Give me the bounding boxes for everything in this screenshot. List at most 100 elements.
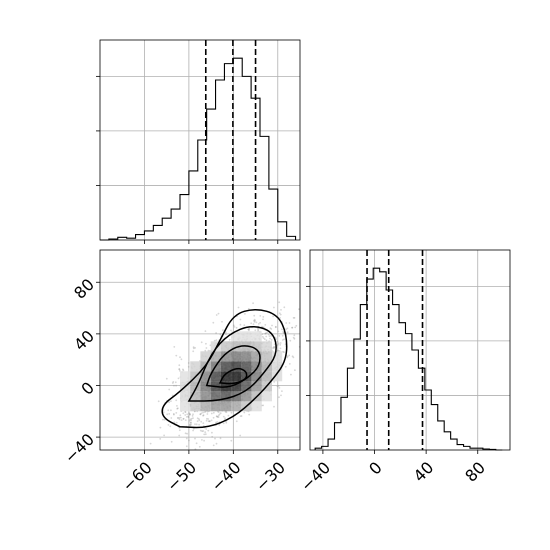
scatter-point [288, 354, 291, 357]
scatter-point [262, 337, 265, 339]
scatter-point [174, 381, 177, 384]
scatter-point [240, 415, 243, 417]
scatter-point [273, 405, 275, 408]
density-cell [251, 331, 262, 342]
scatter-point [222, 415, 225, 418]
scatter-point [206, 413, 209, 415]
scatter-point [294, 369, 296, 372]
scatter-point [180, 416, 182, 419]
scatter-point [235, 420, 238, 423]
density-cell [220, 371, 232, 382]
scatter-point [178, 364, 181, 367]
scatter-point [228, 338, 231, 341]
scatter-point [264, 324, 267, 326]
scatter-point [239, 434, 242, 437]
scatter-point [222, 329, 224, 331]
scatter-point [243, 411, 246, 414]
scatter-point [205, 342, 207, 345]
scatter-point [278, 396, 280, 399]
scatter-point [247, 328, 250, 331]
scatter-point [274, 325, 277, 328]
scatter-point [233, 326, 236, 328]
scatter-point [286, 356, 289, 359]
scatter-point [180, 358, 183, 361]
scatter-point [182, 368, 184, 371]
scatter-point [252, 302, 255, 305]
scatter-point [248, 328, 250, 331]
scatter-point [248, 413, 251, 416]
scatter-point [225, 333, 227, 336]
scatter-point [270, 334, 273, 337]
scatter-point [159, 426, 162, 429]
scatter-point [182, 418, 185, 420]
scatter-point [232, 324, 235, 327]
scatter-point [204, 431, 207, 433]
scatter-point [288, 322, 291, 324]
scatter-point [269, 337, 271, 340]
scatter-point [185, 416, 188, 418]
scatter-point [254, 319, 256, 322]
scatter-point [278, 387, 281, 389]
scatter-point [201, 439, 203, 441]
scatter-point [291, 355, 294, 358]
scatter-point [209, 420, 211, 423]
scatter-point [187, 415, 190, 418]
scatter-point [283, 306, 286, 309]
scatter-point [187, 416, 190, 419]
scatter-point [286, 355, 289, 358]
scatter-point [167, 424, 170, 426]
scatter-point [170, 400, 172, 402]
scatter-point [165, 377, 168, 380]
scatter-point [163, 434, 166, 437]
scatter-point [257, 323, 260, 325]
scatter-point [280, 394, 282, 397]
scatter-point [207, 420, 210, 423]
scatter-point [171, 394, 174, 397]
scatter-point [254, 329, 257, 332]
scatter-point [170, 409, 172, 412]
scatter-point [189, 418, 192, 421]
scatter-point [261, 335, 264, 338]
scatter-point [188, 412, 190, 414]
scatter-point [288, 363, 291, 365]
scatter-point [162, 418, 164, 421]
density-cell [210, 401, 221, 412]
scatter-point [184, 414, 187, 416]
scatter-point [250, 322, 253, 325]
scatter-point [192, 413, 194, 416]
scatter-point [176, 417, 179, 419]
scatter-point [175, 421, 178, 424]
scatter-point [281, 328, 283, 331]
density-cell [200, 401, 211, 412]
density-cell [231, 391, 242, 402]
scatter-point [266, 331, 268, 334]
scatter-point [271, 324, 273, 327]
scatter-point [265, 335, 268, 338]
scatter-point [217, 411, 220, 413]
contour-level-2 [187, 325, 277, 402]
scatter-point [274, 326, 277, 329]
density-cell [241, 361, 252, 372]
scatter-point [198, 445, 201, 448]
scatter-point [281, 334, 284, 337]
scatter-point [247, 308, 250, 310]
density-cell [220, 361, 232, 372]
scatter-point [203, 433, 206, 436]
scatter-point [215, 339, 218, 341]
scatter-point [159, 438, 162, 440]
density-cell [251, 341, 262, 352]
scatter-point [188, 423, 191, 426]
scatter-point [298, 308, 300, 311]
scatter-point [269, 327, 272, 329]
scatter-point [230, 411, 233, 414]
scatter-point [272, 315, 274, 318]
density-cell [190, 391, 201, 402]
scatter-point [198, 423, 201, 426]
scatter-point [192, 350, 195, 353]
scatter-point [276, 385, 279, 388]
scatter-point [178, 418, 181, 421]
scatter-point [216, 416, 219, 418]
density-cell [261, 341, 272, 352]
